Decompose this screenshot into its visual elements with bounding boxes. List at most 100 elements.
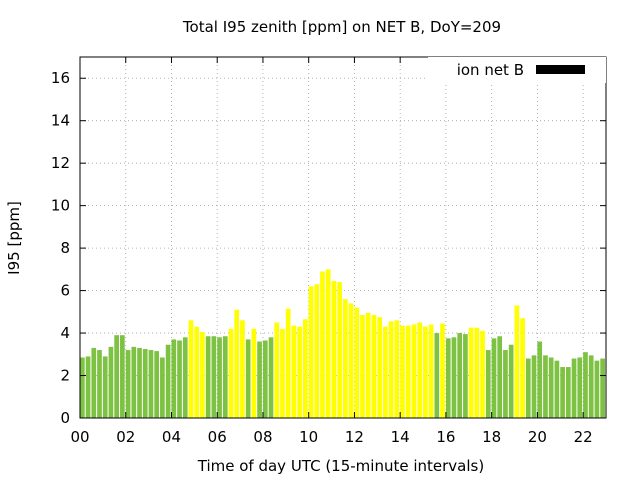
bar <box>445 338 451 418</box>
y-tick-label: 12 <box>51 154 70 172</box>
bar <box>314 284 320 418</box>
x-tick-label: 06 <box>208 428 227 446</box>
bar <box>417 322 423 418</box>
bar <box>588 355 594 418</box>
bar <box>514 305 520 418</box>
x-tick-label: 14 <box>391 428 410 446</box>
bar <box>571 358 577 418</box>
bars <box>80 269 605 418</box>
bar <box>463 334 468 418</box>
bar <box>234 309 240 418</box>
bar <box>240 320 245 418</box>
bar <box>423 326 428 418</box>
bar <box>148 350 154 418</box>
bar <box>451 337 457 418</box>
bar <box>291 325 297 418</box>
chart-title: Total I95 zenith [ppm] on NET B, DoY=209 <box>182 18 501 36</box>
bar <box>331 281 337 418</box>
x-tick-label: 04 <box>162 428 181 446</box>
bar <box>80 357 85 418</box>
bar <box>302 319 308 418</box>
y-tick-label: 6 <box>60 282 70 300</box>
bar <box>497 336 503 418</box>
bar <box>520 318 525 418</box>
bar <box>394 320 400 418</box>
bar <box>554 360 560 418</box>
bar <box>251 328 257 418</box>
x-tick-label: 12 <box>345 428 364 446</box>
bar <box>503 350 508 418</box>
bar <box>262 340 268 418</box>
x-tick-label: 00 <box>70 428 89 446</box>
bar <box>360 315 365 418</box>
y-tick-label: 16 <box>51 69 70 87</box>
bar <box>343 299 348 418</box>
bar <box>485 350 491 418</box>
bar <box>102 356 108 418</box>
bar <box>480 330 485 418</box>
bar <box>577 357 583 418</box>
bar <box>371 315 377 418</box>
bar <box>434 333 440 418</box>
bar <box>97 350 102 418</box>
x-tick-label: 10 <box>299 428 318 446</box>
bar <box>594 360 600 418</box>
y-tick-label: 0 <box>60 409 70 427</box>
bar <box>365 312 371 418</box>
bar <box>91 347 97 418</box>
bar <box>537 341 543 418</box>
bar <box>457 333 463 418</box>
bar <box>543 355 548 418</box>
bar <box>257 341 262 418</box>
bar <box>377 317 382 418</box>
bar <box>285 308 291 418</box>
y-tick-label: 8 <box>60 239 70 257</box>
bar <box>583 352 588 418</box>
bar <box>383 326 388 418</box>
x-axis-label: Time of day UTC (15-minute intervals) <box>197 457 484 475</box>
x-tick-label: 02 <box>116 428 135 446</box>
bar <box>348 303 354 418</box>
bar <box>297 326 302 418</box>
bar <box>491 338 497 418</box>
bar <box>274 322 280 418</box>
bar <box>108 346 114 418</box>
bar <box>188 320 194 418</box>
x-tick-label: 18 <box>482 428 501 446</box>
bar <box>508 344 514 418</box>
bar <box>308 286 314 418</box>
bar <box>114 335 119 418</box>
bar <box>142 348 148 418</box>
legend-label: ion net B <box>457 61 524 79</box>
x-tick-label: 16 <box>436 428 455 446</box>
bar <box>120 335 125 418</box>
bar <box>131 346 137 418</box>
bar <box>411 324 417 418</box>
bar <box>137 347 142 418</box>
bar <box>388 321 394 418</box>
bar <box>565 367 571 418</box>
y-axis-label: I95 [ppm] <box>5 201 23 275</box>
bar <box>531 355 537 418</box>
bar <box>405 325 411 418</box>
x-tick-label: 08 <box>253 428 272 446</box>
legend: ion net B <box>428 57 606 83</box>
bar <box>125 350 131 418</box>
bar <box>200 331 205 418</box>
x-tick-label: 20 <box>528 428 547 446</box>
bar <box>222 336 228 418</box>
bar <box>525 358 531 418</box>
bar <box>182 337 188 418</box>
bar <box>211 336 217 418</box>
bar <box>268 337 274 418</box>
bar <box>428 324 434 418</box>
y-tick-label: 10 <box>51 197 70 215</box>
bar <box>165 344 171 418</box>
bar <box>171 339 177 418</box>
bar <box>325 269 331 418</box>
y-tick-label: 14 <box>51 112 70 130</box>
bar <box>600 358 605 418</box>
legend-swatch <box>536 65 585 74</box>
